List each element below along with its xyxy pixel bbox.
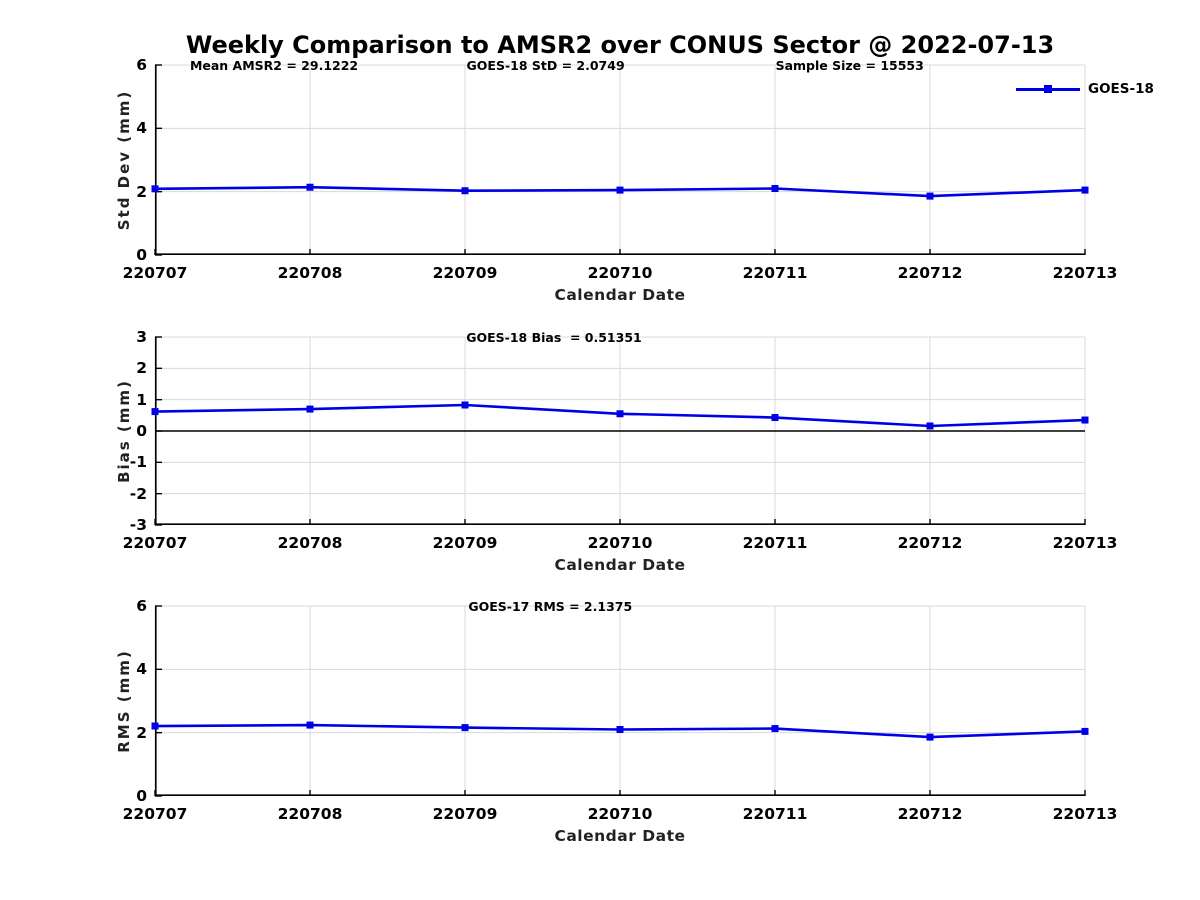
x-tick-label: 220710: [587, 805, 653, 823]
y-tick-label: 4: [136, 660, 147, 679]
panel-annotation: Mean AMSR2 = 29.1222: [189, 58, 359, 73]
x-tick-label: 220710: [587, 264, 653, 282]
x-tick-label: 220707: [122, 264, 188, 282]
x-tick-label: 220712: [897, 805, 963, 823]
x-tick-label: 220708: [277, 534, 343, 552]
x-tick-label: 220707: [122, 534, 188, 552]
bias-y-axis-label: Bias (mm): [115, 379, 133, 483]
x-tick-label: 220712: [897, 264, 963, 282]
y-tick-label: 0: [136, 422, 147, 440]
x-tick-label: 220709: [432, 264, 498, 282]
legend: GOES-18: [1016, 81, 1154, 97]
x-tick-label: 220711: [742, 534, 808, 552]
std-dev-y-axis-label: Std Dev (mm): [115, 89, 133, 231]
y-tick-label: -2: [129, 484, 147, 503]
y-tick-label: -1: [129, 453, 147, 472]
panel-annotation: GOES-18 StD = 2.0749: [466, 58, 625, 73]
x-tick-label: 220708: [277, 264, 343, 282]
y-tick-label: 0: [136, 787, 147, 805]
x-tick-label: 220707: [122, 805, 188, 823]
x-tick-label: 220713: [1052, 264, 1118, 282]
x-tick-label: 220709: [432, 534, 498, 552]
panel-annotation: Sample Size = 15553: [775, 58, 924, 73]
panel-annotation: GOES-18 Bias = 0.51351: [466, 330, 642, 345]
x-tick-label: 220708: [277, 805, 343, 823]
y-tick-label: 6: [136, 56, 147, 74]
x-tick-label: 220713: [1052, 534, 1118, 552]
y-tick-label: 6: [136, 597, 147, 615]
y-tick-label: 2: [136, 359, 147, 378]
y-tick-label: -3: [129, 516, 147, 534]
bias-x-axis-label: Calendar Date: [554, 556, 686, 574]
y-tick-label: 2: [136, 723, 147, 742]
bias-plot-area: [151, 336, 1089, 526]
y-tick-label: 0: [136, 246, 147, 264]
legend-line-sample-icon: [1016, 85, 1080, 93]
x-tick-label: 220711: [742, 264, 808, 282]
y-tick-label: 4: [136, 119, 147, 138]
rms-x-axis-label: Calendar Date: [554, 827, 686, 845]
std-dev-plot-area: [151, 64, 1089, 256]
panel-annotation: GOES-17 RMS = 2.1375: [468, 599, 633, 614]
y-tick-label: 2: [136, 182, 147, 201]
legend-square-marker-icon: [1044, 85, 1052, 93]
x-tick-label: 220712: [897, 534, 963, 552]
y-tick-label: 3: [136, 328, 147, 346]
chart-title: Weekly Comparison to AMSR2 over CONUS Se…: [185, 31, 1055, 59]
x-tick-label: 220713: [1052, 805, 1118, 823]
x-tick-label: 220709: [432, 805, 498, 823]
x-tick-label: 220710: [587, 534, 653, 552]
rms-plot-area: [151, 605, 1089, 797]
legend-label: GOES-18: [1088, 81, 1154, 97]
std-dev-x-axis-label: Calendar Date: [554, 286, 686, 304]
rms-y-axis-label: RMS (mm): [115, 649, 133, 753]
y-tick-label: 1: [136, 390, 147, 409]
x-tick-label: 220711: [742, 805, 808, 823]
